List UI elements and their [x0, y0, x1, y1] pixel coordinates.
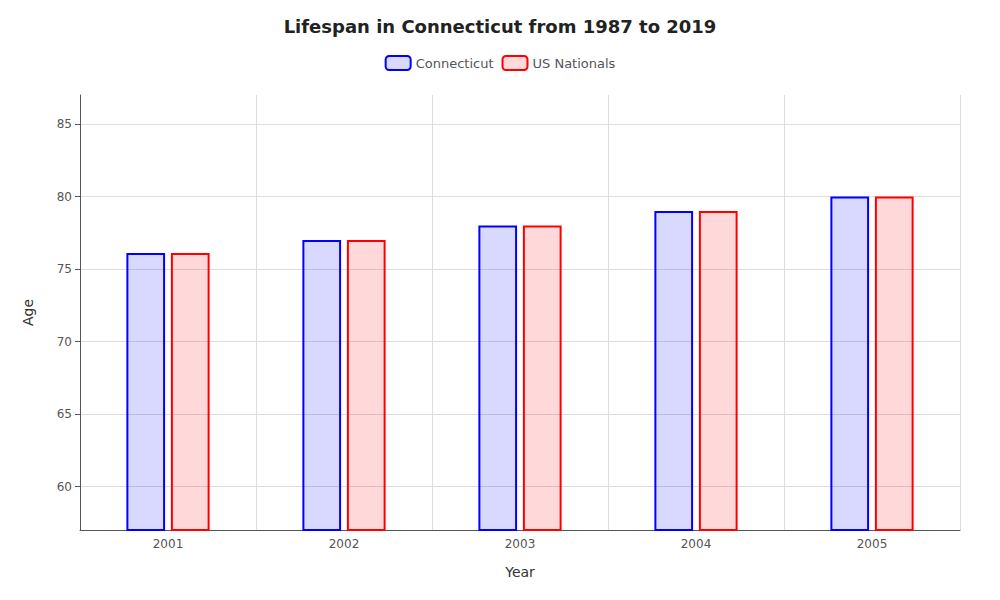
svg-text:2004: 2004: [681, 537, 712, 551]
svg-text:US Nationals: US Nationals: [533, 56, 616, 71]
svg-text:2005: 2005: [857, 537, 888, 551]
svg-text:75: 75: [57, 262, 72, 276]
svg-text:2001: 2001: [153, 537, 184, 551]
svg-text:Lifespan in Connecticut from 1: Lifespan in Connecticut from 1987 to 201…: [284, 16, 717, 37]
svg-text:65: 65: [57, 407, 72, 421]
svg-text:85: 85: [57, 117, 72, 131]
svg-text:2002: 2002: [329, 537, 360, 551]
svg-text:Year: Year: [504, 564, 535, 580]
svg-text:Connecticut: Connecticut: [416, 56, 494, 71]
svg-text:Age: Age: [20, 299, 36, 326]
svg-text:60: 60: [57, 480, 72, 494]
svg-text:80: 80: [57, 190, 72, 204]
svg-text:2003: 2003: [505, 537, 536, 551]
svg-text:70: 70: [57, 335, 72, 349]
